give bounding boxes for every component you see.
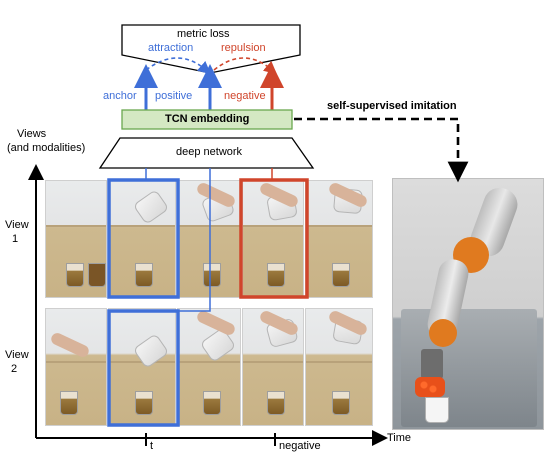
tick-negative-label: negative [279,440,321,452]
view1-frame-1 [45,180,107,298]
negative-top-label: negative [224,90,266,102]
view2-frame-1 [45,308,107,426]
anchor-highlight [107,178,180,299]
view2-frame-4 [242,308,304,426]
tick-t-label: t [150,440,154,452]
tcn-embedding-box [121,109,293,130]
attraction-label: attraction [148,42,194,54]
positive-highlight [107,309,180,427]
negative-highlight [239,178,309,299]
view1-label-line1: View [5,219,29,231]
deep-network-label: deep network [176,146,243,158]
time-axis-label: Time [387,432,412,444]
tcn-embedding-label: TCN embedding [165,113,250,125]
anchor-label: anchor [103,90,137,102]
positive-connector [178,168,211,312]
robot-imitation-photo [392,178,544,430]
positive-label: positive [155,90,193,102]
view2-frame-2 [108,308,176,426]
views-axis-subtitle: (and modalities) [7,142,86,154]
view2-label-line1: View [5,349,29,361]
view2-label-line2: 2 [11,363,18,375]
view2-frame-5 [305,308,373,426]
repulsion-label: repulsion [221,42,266,54]
self-supervised-arrow [294,117,469,183]
metric-loss-box [121,24,301,74]
self-supervised-label: self-supervised imitation [327,100,457,112]
view2-frame-3 [177,308,241,426]
views-axis-title: Views [17,128,47,140]
metric-loss-label: metric loss [177,28,230,40]
view1-label-line2: 1 [12,233,19,245]
deep-network-box [98,137,315,169]
